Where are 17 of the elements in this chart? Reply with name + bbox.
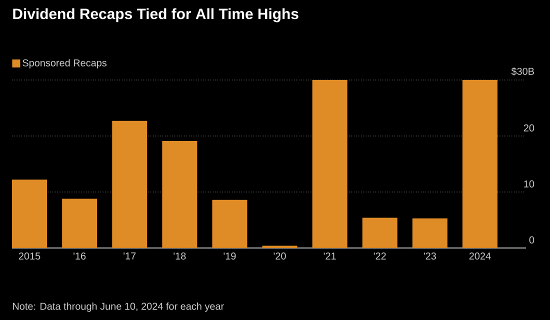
x-tick-label: '16 [74, 252, 86, 260]
chart-title: Dividend Recaps Tied for All Time Highs [13, 8, 298, 22]
x-tick-label: '18 [174, 252, 186, 260]
text: Note: Data through June 10, 2024 for each year [13, 302, 224, 312]
x-tick-label: '20 [274, 252, 286, 260]
x-tick-label: '22 [374, 252, 386, 260]
x-tick-label: '23 [424, 252, 436, 260]
x-tick-label: '19 [224, 252, 236, 260]
x-tick-label: 2024 [469, 252, 491, 260]
x-tick-label: 2015 [18, 252, 40, 260]
y-tick-label: 10 [524, 180, 534, 188]
x-tick-label: '17 [124, 252, 136, 260]
y-tick-label: 20 [524, 124, 534, 132]
y-tick-label: $30B [511, 67, 534, 76]
legend-label: Sponsored Recaps [22, 59, 107, 68]
y-tick-label: 0 [529, 236, 534, 244]
x-tick-label: '21 [324, 252, 336, 260]
